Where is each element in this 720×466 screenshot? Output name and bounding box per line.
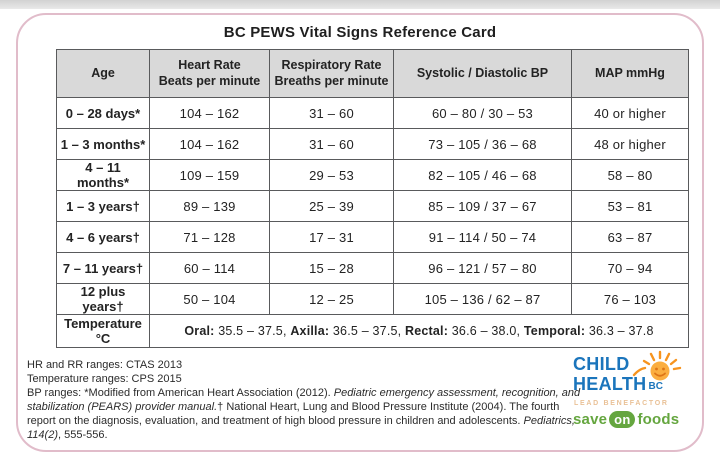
vitals-table: Age Heart Rate Beats per minute Respiratory… (56, 49, 689, 348)
childhealth-bc-logo: CHILD HEALTH BC (573, 350, 689, 428)
temperature-values-cell: Oral: 35.5 – 37.5, Axilla: 36.5 – 37.5, … (149, 314, 689, 348)
column-header: MAP mmHg (571, 49, 689, 98)
value-cell: 96 – 121 / 57 – 80 (393, 252, 572, 284)
column-header: Heart Rate Beats per minute (149, 49, 270, 98)
age-cell: 7 – 11 years† (56, 252, 150, 284)
value-cell: 85 – 109 / 37 – 67 (393, 190, 572, 222)
temperature-label-cell: Temperature °C (56, 314, 150, 348)
column-header: Respiratory Rate Breaths per minute (269, 49, 394, 98)
temperature-segment-label: Axilla: (290, 324, 330, 338)
citation-italic-text: Pediatric emergency assessment, recognit… (27, 386, 581, 413)
value-cell: 12 – 25 (269, 283, 394, 315)
age-cell: 4 – 11 months* (56, 159, 150, 191)
header-row: Age Heart Rate Beats per minute Respiratory… (56, 49, 689, 98)
table-row: 4 – 11 months* 109 – 159 29 – 53 82 – 105 /… (56, 159, 689, 191)
table-row: 7 – 11 years† 60 – 114 15 – 28 96 – 121 / 5… (56, 252, 689, 284)
save-on-foods-logo: save on foods (573, 411, 689, 428)
value-cell: 48 or higher (571, 128, 689, 160)
citation-italic-text: Pediatrics, 114(2) (27, 414, 575, 441)
table-row: 0 – 28 days* 104 – 162 31 – 60 60 – 80 / 30… (56, 97, 689, 129)
value-cell: 58 – 80 (571, 159, 689, 191)
value-cell: 109 – 159 (149, 159, 270, 191)
value-cell: 104 – 162 (149, 97, 270, 129)
temperature-row: Temperature °C Oral: 35.5 – 37.5, Axilla:… (56, 314, 689, 348)
value-cell: 70 – 94 (571, 252, 689, 284)
value-cell: 71 – 128 (149, 221, 270, 253)
table-body: 0 – 28 days* 104 – 162 31 – 60 60 – 80 / 30… (56, 97, 689, 348)
sof-on-badge: on (609, 411, 636, 428)
logo-health-text: HEALTH (573, 374, 647, 394)
top-edge-strip (0, 0, 720, 9)
value-cell: 104 – 162 (149, 128, 270, 160)
value-cell: 17 – 31 (269, 221, 394, 253)
footnote-hr-rr: HR and RR ranges: CTAS 2013 (27, 359, 183, 371)
value-cell: 31 – 60 (269, 97, 394, 129)
age-cell: 1 – 3 years† (56, 190, 150, 222)
sof-foods-text: foods (637, 411, 680, 428)
citation-text: , 555-556. (57, 428, 108, 441)
temperature-segment-label: Oral: (184, 324, 215, 338)
value-cell: 25 – 39 (269, 190, 394, 222)
value-cell: 53 – 81 (571, 190, 689, 222)
table-row: 4 – 6 years† 71 – 128 17 – 31 91 – 114 / 50… (56, 221, 689, 253)
value-cell: 76 – 103 (571, 283, 689, 315)
smiling-sun-icon (632, 350, 682, 381)
value-cell: 89 – 139 (149, 190, 270, 222)
value-cell: 60 – 114 (149, 252, 270, 284)
value-cell: 31 – 60 (269, 128, 394, 160)
value-cell: 105 – 136 / 62 – 87 (393, 283, 572, 315)
table-row: 1 – 3 months* 104 – 162 31 – 60 73 – 105 / … (56, 128, 689, 160)
age-cell: 12 plus years† (56, 283, 150, 315)
logo-child-text: CHILD (573, 354, 630, 374)
value-cell: 50 – 104 (149, 283, 270, 315)
logo-line-child: CHILD (573, 355, 689, 373)
footnote-bp: BP ranges: *Modified from American Heart… (27, 387, 583, 443)
footnotes-block: HR and RR ranges: CTAS 2013 Temperature … (27, 359, 583, 443)
reference-card: BC PEWS Vital Signs Reference Card Age He… (16, 13, 704, 452)
citation-text: † National Heart, Lung and Blood Pressur… (27, 400, 560, 427)
logo-bc-text: BC (648, 381, 663, 392)
value-cell: 73 – 105 / 36 – 68 (393, 128, 572, 160)
table-row: 12 plus years† 50 – 104 12 – 25 105 – 136 /… (56, 283, 689, 315)
card-title: BC PEWS Vital Signs Reference Card (223, 24, 497, 41)
value-cell: 40 or higher (571, 97, 689, 129)
temperature-segment-label: Temporal: (523, 324, 586, 338)
table-row: 1 – 3 years† 89 – 139 25 – 39 85 – 109 / 37… (56, 190, 689, 222)
value-cell: 29 – 53 (269, 159, 394, 191)
logo-line-health: HEALTH BC (573, 375, 689, 393)
value-cell: 82 – 105 / 46 – 68 (393, 159, 572, 191)
age-cell: 1 – 3 months* (56, 128, 150, 160)
value-cell: 91 – 114 / 50 – 74 (393, 221, 572, 253)
citation-text: BP ranges: *Modified from American Heart… (27, 386, 334, 399)
age-cell: 4 – 6 years† (56, 221, 150, 253)
lead-benefactor-label: LEAD BENEFACTOR (574, 400, 669, 407)
sof-save-text: save (573, 411, 608, 428)
temperature-segment-label: Rectal: (405, 324, 449, 338)
age-cell: 0 – 28 days* (56, 97, 150, 129)
value-cell: 63 – 87 (571, 221, 689, 253)
table-header: Age Heart Rate Beats per minute Respiratory… (56, 49, 689, 98)
column-header: Age (56, 49, 150, 98)
footnote-temperature: Temperature ranges: CPS 2015 (27, 372, 182, 385)
value-cell: 60 – 80 / 30 – 53 (393, 97, 572, 129)
value-cell: 15 – 28 (269, 252, 394, 284)
column-header: Systolic / Diastolic BP (393, 49, 572, 98)
